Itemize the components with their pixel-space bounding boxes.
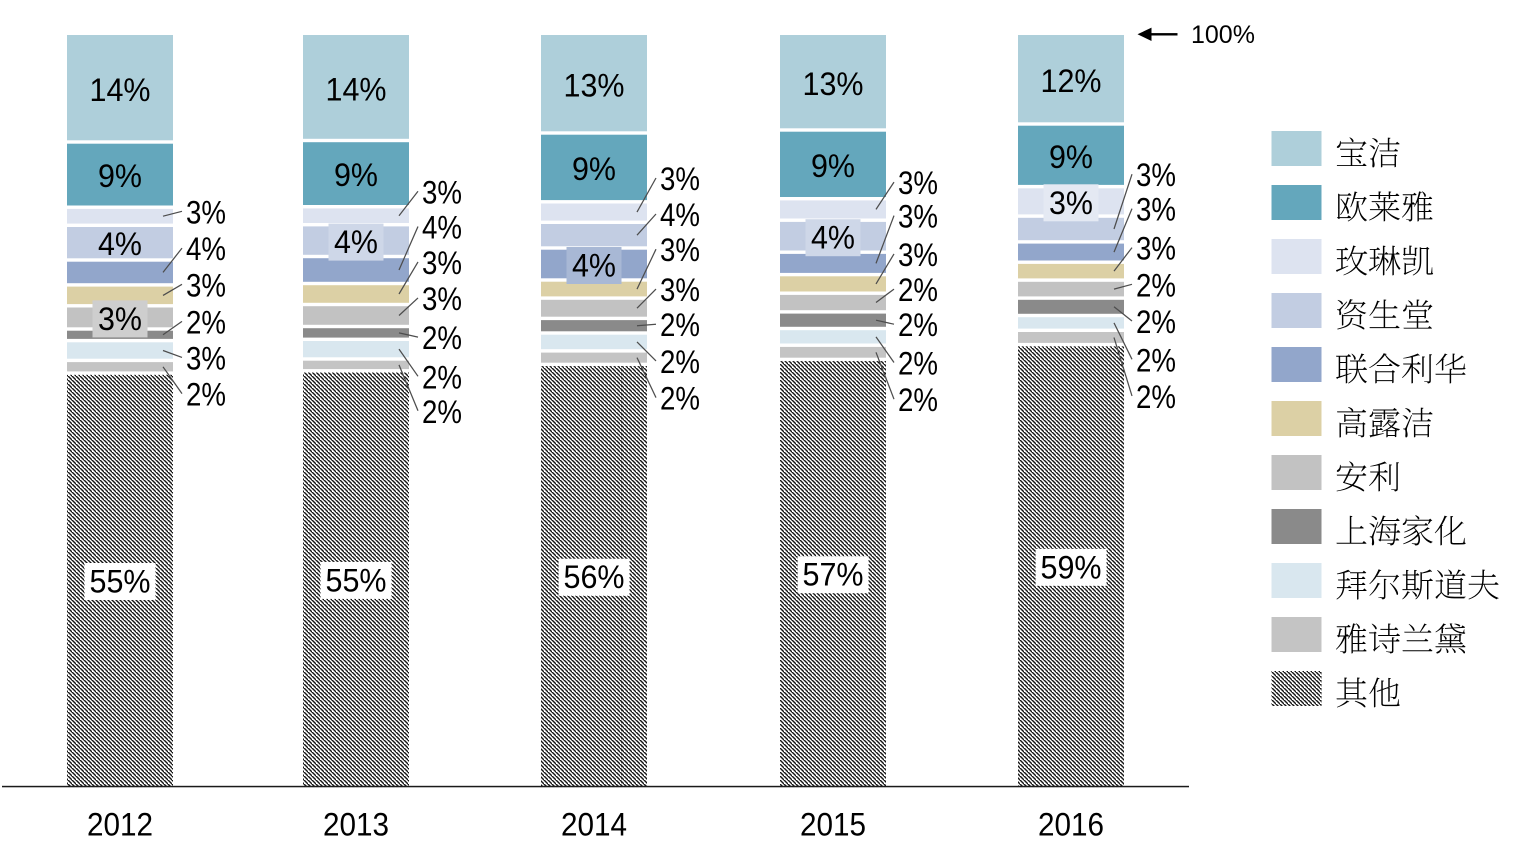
- svg-text:2%: 2%: [422, 394, 462, 430]
- svg-text:2%: 2%: [1136, 379, 1176, 415]
- svg-text:4%: 4%: [572, 248, 616, 284]
- svg-text:9%: 9%: [334, 157, 378, 193]
- svg-text:2014: 2014: [561, 807, 627, 843]
- svg-text:14%: 14%: [326, 71, 387, 107]
- svg-text:55%: 55%: [326, 562, 387, 598]
- svg-text:9%: 9%: [811, 148, 855, 184]
- svg-text:9%: 9%: [98, 158, 142, 194]
- svg-text:13%: 13%: [564, 68, 625, 104]
- svg-text:3%: 3%: [1136, 192, 1176, 228]
- svg-text:3%: 3%: [422, 245, 462, 281]
- svg-text:2%: 2%: [898, 307, 938, 343]
- svg-text:3%: 3%: [898, 237, 938, 273]
- svg-text:3%: 3%: [186, 194, 226, 230]
- svg-text:2%: 2%: [422, 320, 462, 356]
- svg-text:12%: 12%: [1041, 63, 1102, 99]
- svg-text:3%: 3%: [1049, 185, 1093, 221]
- svg-text:3%: 3%: [660, 161, 700, 197]
- svg-text:2%: 2%: [898, 382, 938, 418]
- svg-text:2%: 2%: [898, 272, 938, 308]
- svg-text:9%: 9%: [1049, 139, 1093, 175]
- svg-text:4%: 4%: [334, 224, 378, 260]
- svg-text:2%: 2%: [1136, 342, 1176, 378]
- svg-text:4%: 4%: [811, 220, 855, 256]
- svg-text:100%: 100%: [1191, 21, 1255, 49]
- svg-text:3%: 3%: [186, 267, 226, 303]
- svg-text:4%: 4%: [660, 197, 700, 233]
- svg-text:3%: 3%: [98, 301, 142, 337]
- svg-text:13%: 13%: [803, 66, 864, 102]
- svg-text:2%: 2%: [660, 307, 700, 343]
- svg-text:3%: 3%: [186, 340, 226, 376]
- svg-text:55%: 55%: [90, 564, 151, 600]
- svg-text:56%: 56%: [564, 559, 625, 595]
- svg-text:14%: 14%: [90, 72, 151, 108]
- svg-text:2%: 2%: [186, 304, 226, 340]
- svg-text:2%: 2%: [186, 377, 226, 413]
- svg-text:2016: 2016: [1038, 807, 1104, 843]
- svg-text:2012: 2012: [87, 807, 153, 843]
- svg-text:2%: 2%: [660, 344, 700, 380]
- svg-text:4%: 4%: [186, 231, 226, 267]
- svg-text:3%: 3%: [660, 272, 700, 308]
- svg-text:9%: 9%: [572, 151, 616, 187]
- svg-text:3%: 3%: [422, 174, 462, 210]
- svg-text:3%: 3%: [1136, 231, 1176, 267]
- svg-text:59%: 59%: [1041, 549, 1102, 585]
- svg-text:2015: 2015: [800, 807, 866, 843]
- svg-text:2%: 2%: [898, 346, 938, 382]
- svg-text:3%: 3%: [898, 199, 938, 235]
- svg-text:4%: 4%: [98, 226, 142, 262]
- svg-text:3%: 3%: [422, 281, 462, 317]
- svg-text:2013: 2013: [323, 807, 389, 843]
- svg-text:3%: 3%: [1136, 157, 1176, 193]
- svg-text:2%: 2%: [660, 381, 700, 417]
- svg-text:4%: 4%: [422, 210, 462, 246]
- svg-text:2%: 2%: [1136, 304, 1176, 340]
- svg-text:57%: 57%: [803, 557, 864, 593]
- svg-text:2%: 2%: [1136, 267, 1176, 303]
- svg-text:3%: 3%: [660, 232, 700, 268]
- svg-text:2%: 2%: [422, 359, 462, 395]
- svg-text:3%: 3%: [898, 165, 938, 201]
